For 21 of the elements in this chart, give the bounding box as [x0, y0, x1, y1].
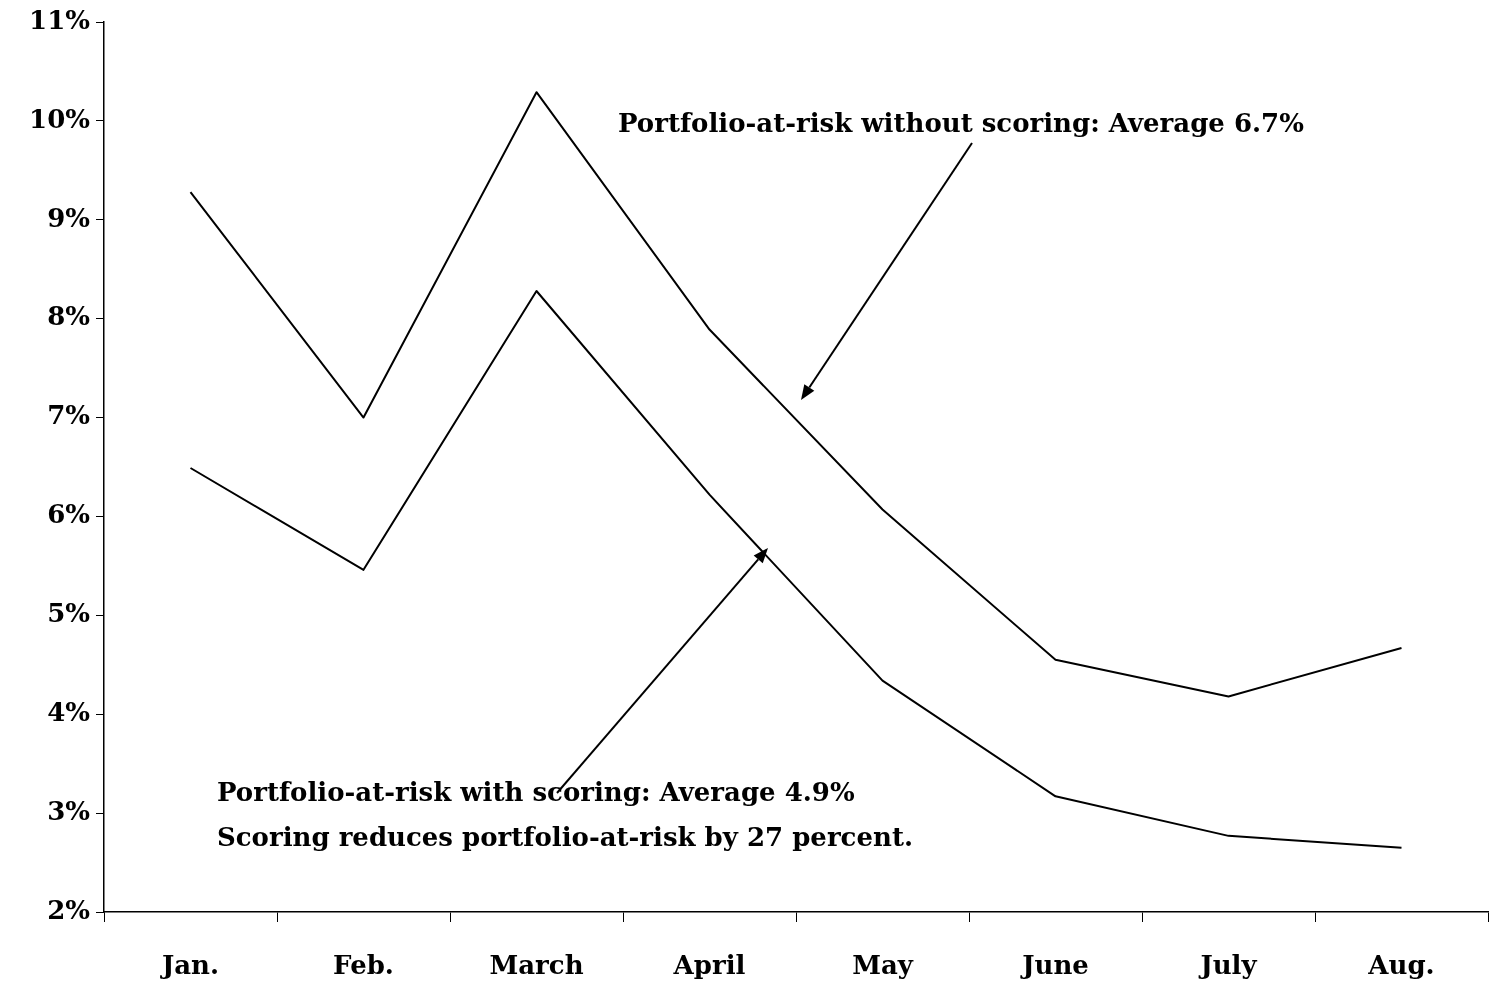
- y-tick-label: 2%: [47, 894, 91, 925]
- y-tick-label: 7%: [47, 400, 91, 431]
- y-tick-label: 3%: [47, 795, 91, 826]
- x-tick-label: Feb.: [333, 950, 394, 981]
- x-tick-label: May: [852, 950, 914, 981]
- x-tick-label: March: [489, 950, 584, 981]
- y-tick-label: 9%: [47, 202, 91, 233]
- y-tick-label: 4%: [47, 696, 91, 727]
- x-tick-label: July: [1198, 950, 1258, 981]
- y-tick-label: 10%: [29, 103, 91, 134]
- y-tick-label: 5%: [47, 598, 91, 629]
- annotation: Portfolio-at-risk without scoring: Average 6.7%: [618, 108, 1305, 138]
- x-tick-label: Jan.: [159, 950, 220, 981]
- y-tick-label: 11%: [29, 4, 91, 35]
- y-tick-label: 8%: [47, 301, 91, 332]
- x-tick-label: April: [672, 950, 746, 981]
- y-tick-label: 6%: [47, 499, 91, 530]
- x-tick-label: Aug.: [1367, 950, 1435, 981]
- annotation: Scoring reduces portfolio-at-risk by 27 percent.: [217, 822, 913, 852]
- x-tick-label: June: [1020, 950, 1089, 981]
- annotation: Portfolio-at-risk with scoring: Average 4.9%: [217, 777, 855, 807]
